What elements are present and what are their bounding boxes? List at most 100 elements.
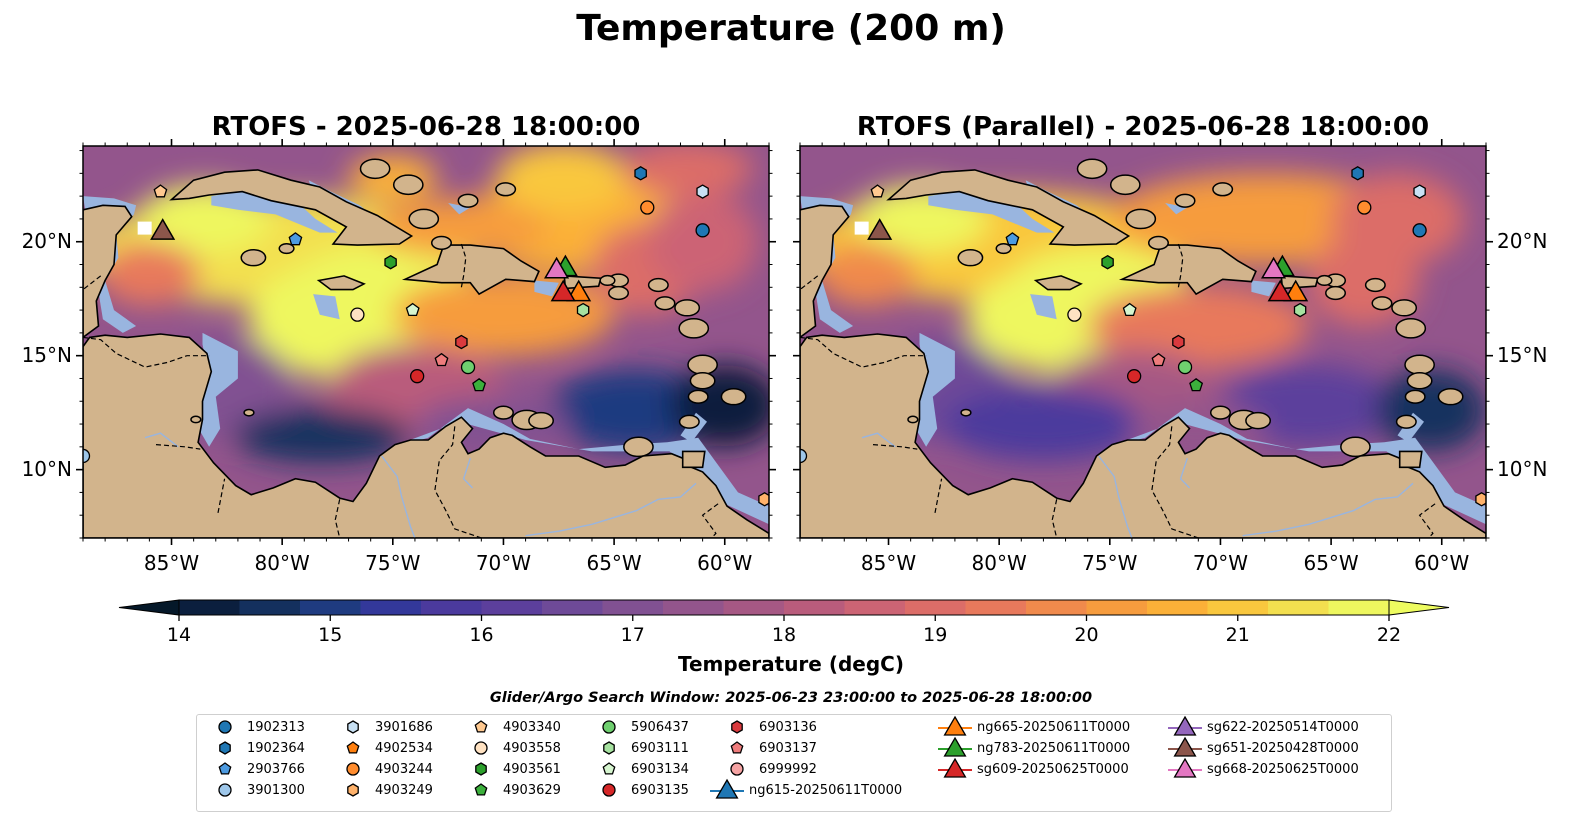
- colorbar-tick-label: 20: [1074, 624, 1099, 646]
- legend-label: 6903135: [631, 783, 689, 798]
- legend-label: 3901686: [375, 720, 433, 735]
- legend-marker: [346, 741, 360, 754]
- island: [1109, 174, 1141, 196]
- legend-item-4903561: 4903561: [463, 759, 713, 780]
- colorbar-tick-label: 15: [318, 624, 343, 646]
- country-border: [701, 503, 719, 538]
- argo-float-4903249: [758, 492, 769, 507]
- legend-item-1902364: 1902364: [207, 738, 457, 759]
- island: [1437, 387, 1464, 406]
- island: [359, 158, 391, 180]
- country-border: [934, 478, 943, 514]
- temperature-patch: [496, 146, 630, 213]
- legend-glider-marker: [943, 736, 967, 757]
- island: [1174, 193, 1196, 208]
- map-ticks: [76, 139, 776, 545]
- country-border: [217, 478, 226, 514]
- island: [687, 354, 718, 376]
- glider-track-mask: [854, 221, 869, 235]
- lat-tick-label: 15°N: [21, 342, 72, 367]
- glider-ng665-20250611T0000: [566, 279, 592, 302]
- legend-item-4903629: 4903629: [463, 780, 713, 801]
- country-border: [1151, 426, 1199, 538]
- glider-sg668-20250625T0000: [1260, 256, 1287, 279]
- island: [1406, 372, 1433, 390]
- land-trinidad: [681, 450, 706, 469]
- island: [1212, 182, 1234, 197]
- river: [1242, 498, 1376, 537]
- island: [278, 243, 295, 255]
- legend-label: 4903561: [503, 762, 561, 777]
- lon-tick-label: 80°W: [254, 551, 310, 575]
- argo-float-6903111: [1293, 302, 1307, 318]
- country-border: [800, 275, 819, 291]
- lon-tick-label: 70°W: [475, 551, 532, 575]
- legend-label: 2903766: [247, 762, 305, 777]
- legend-label: sg651-20250428T0000: [1207, 741, 1359, 756]
- island: [1076, 158, 1108, 180]
- country-border: [83, 336, 210, 368]
- argo-float-2903766: [1005, 232, 1020, 246]
- lon-tick-label: 80°W: [971, 551, 1027, 575]
- colorbar-tick-label: 21: [1225, 624, 1250, 646]
- lon-tick-label: 75°W: [1082, 551, 1138, 575]
- legend-item-4903249: 4903249: [335, 780, 585, 801]
- argo-float-4903340: [153, 184, 168, 198]
- island: [1325, 285, 1347, 301]
- argo-float-3901686: [1413, 184, 1426, 199]
- land-yucatan: [83, 204, 133, 339]
- argo-float-1902313: [1412, 223, 1427, 238]
- island: [678, 414, 700, 429]
- legend-glider-marker: [1173, 715, 1197, 736]
- island: [457, 193, 479, 208]
- temperature-patch: [98, 241, 201, 306]
- island: [1364, 277, 1386, 293]
- argo-float-6903134: [1122, 302, 1137, 317]
- legend-label: 6903136: [759, 720, 817, 735]
- temperature-patch: [1087, 285, 1309, 368]
- colorbar-tick-label: 22: [1376, 624, 1402, 646]
- temperature-patch: [815, 241, 918, 306]
- land-trinidad: [1398, 450, 1423, 469]
- argo-float-6903137: [434, 352, 449, 367]
- legend-item-6903137: 6903137: [719, 738, 969, 759]
- island: [1395, 414, 1417, 429]
- legend-glider-marker: [943, 715, 967, 736]
- lon-tick-label: 70°W: [1192, 551, 1249, 575]
- island: [907, 415, 919, 424]
- map-panel-rtofs: [83, 146, 769, 538]
- island: [599, 274, 616, 287]
- map-frame: [82, 145, 770, 539]
- island: [647, 277, 669, 293]
- legend-label: 4903249: [375, 783, 433, 798]
- colorbar-tick-label: 14: [166, 624, 192, 646]
- glider-sg651-20250428T0000: [150, 218, 176, 240]
- argo-float-6903135: [1126, 369, 1142, 384]
- shallow-shelf: [1165, 203, 1188, 215]
- shallow-shelf: [308, 180, 369, 213]
- island: [1245, 411, 1271, 430]
- legend-marker: [347, 720, 359, 734]
- legend-item-4903244: 4903244: [335, 759, 585, 780]
- legend-marker: [218, 720, 232, 734]
- map-ticks: [793, 139, 1493, 545]
- legend-label: 4903244: [375, 762, 433, 777]
- shallow-shelf: [211, 190, 338, 233]
- island: [678, 318, 710, 339]
- legend-label: 6903137: [759, 741, 817, 756]
- legend-item-6903111: 6903111: [591, 738, 841, 759]
- island: [1209, 405, 1231, 420]
- legend-item-sg668-20250625T0000: sg668-20250625T0000: [1167, 757, 1417, 780]
- shallow-shelf: [1025, 180, 1086, 213]
- colorbar-bin: [905, 600, 967, 615]
- colorbar-bin: [300, 600, 362, 615]
- land-yucatan: [800, 204, 850, 339]
- legend-item-4903340: 4903340: [463, 717, 713, 738]
- colorbar-bin: [602, 600, 664, 615]
- legend-label: 6999992: [759, 762, 817, 777]
- legend-item-ng615-20250611T0000: ng615-20250611T0000: [709, 778, 959, 801]
- legend-marker: [730, 741, 744, 754]
- legend-marker: [730, 762, 744, 776]
- argo-float-1902364: [634, 166, 647, 181]
- colorbar-tick-label: 19: [923, 624, 948, 646]
